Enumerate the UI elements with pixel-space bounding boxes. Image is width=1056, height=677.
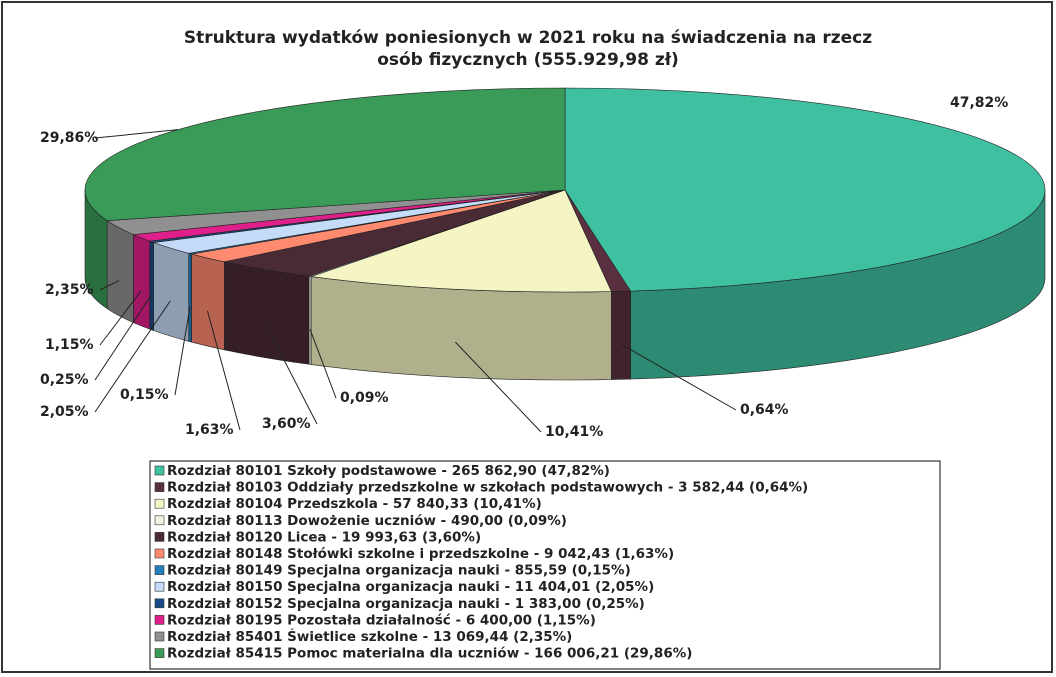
legend-swatch [154, 482, 165, 492]
pie-side [191, 253, 225, 351]
leader-line [264, 322, 318, 425]
leader-line [206, 310, 241, 431]
leader-line [94, 300, 171, 413]
pie-side [149, 240, 154, 331]
data-label: 2,05% [40, 404, 89, 420]
legend-swatch [154, 515, 165, 526]
legend-swatch [154, 581, 165, 592]
legend-label: Rozdział 85401 Świetlice szkolne - 13 06… [167, 627, 572, 645]
leader-line [174, 306, 191, 396]
legend-swatch [154, 615, 165, 625]
legend-swatch [154, 598, 165, 609]
pie-side [224, 261, 310, 365]
data-label: 0,15% [120, 387, 169, 403]
pie-side [153, 242, 190, 342]
pie-slice [84, 87, 566, 221]
leader-line [309, 329, 337, 399]
legend-swatch [154, 498, 165, 509]
legend-swatch [154, 548, 165, 559]
leader-line [99, 290, 142, 346]
legend-label: Rozdział 80149 Specjalna organizacja nau… [167, 563, 631, 579]
legend-label: Rozdział 80113 Dowożenie uczniów - 490,0… [167, 513, 567, 529]
pie-side [611, 290, 631, 380]
legend-swatch [154, 648, 165, 658]
legend-swatch [154, 565, 165, 575]
legend-swatch [154, 465, 165, 476]
legend-label: Rozdział 85415 Pomoc materialna dla uczn… [167, 646, 692, 662]
legend-swatch [154, 631, 165, 642]
legend-label: Rozdział 80120 Licea - 19 993,63 (3,60%) [167, 529, 481, 545]
legend-label: Rozdział 80150 Specjalna organizacja nau… [167, 579, 654, 595]
pie-slice [564, 87, 1046, 292]
pie-side [106, 220, 134, 324]
chart-title: osób fizycznych (555.929,98 zł) [377, 50, 679, 70]
leader-line [620, 343, 737, 411]
data-label: 0,64% [740, 402, 789, 418]
leader-line [99, 280, 120, 291]
data-label: 29,86% [40, 130, 98, 146]
data-label: 10,41% [545, 424, 603, 440]
legend-box [149, 460, 941, 670]
legend-label: Rozdział 80103 Oddziały przedszkolne w s… [167, 480, 808, 496]
pie-side [188, 252, 192, 343]
pie-slice [311, 189, 612, 293]
data-label: 47,82% [950, 95, 1008, 111]
chart-title: Struktura wydatków poniesionych w 2021 r… [184, 28, 872, 48]
pie-side [308, 275, 312, 365]
pie-side [133, 234, 151, 330]
leader-line [94, 294, 153, 381]
leader-line [94, 129, 178, 139]
data-label: 2,35% [45, 282, 94, 298]
data-label: 0,09% [340, 390, 389, 406]
legend-label: Rozdział 80152 Specjalna organizacja nau… [167, 596, 645, 612]
data-label: 3,60% [262, 416, 311, 432]
data-label: 0,25% [40, 372, 89, 388]
legend-label: Rozdział 80104 Przedszkola - 57 840,33 (… [167, 496, 542, 512]
leader-line [455, 341, 542, 433]
legend-label: Rozdział 80148 Stołówki szkolne i przeds… [167, 546, 674, 562]
data-label: 1,15% [45, 337, 94, 353]
legend-swatch [154, 532, 165, 542]
data-label: 1,63% [185, 422, 234, 438]
legend-label: Rozdział 80101 Szkoły podstawowe - 265 8… [167, 463, 610, 479]
legend-label: Rozdział 80195 Pozostała działalność - 6… [167, 612, 596, 628]
